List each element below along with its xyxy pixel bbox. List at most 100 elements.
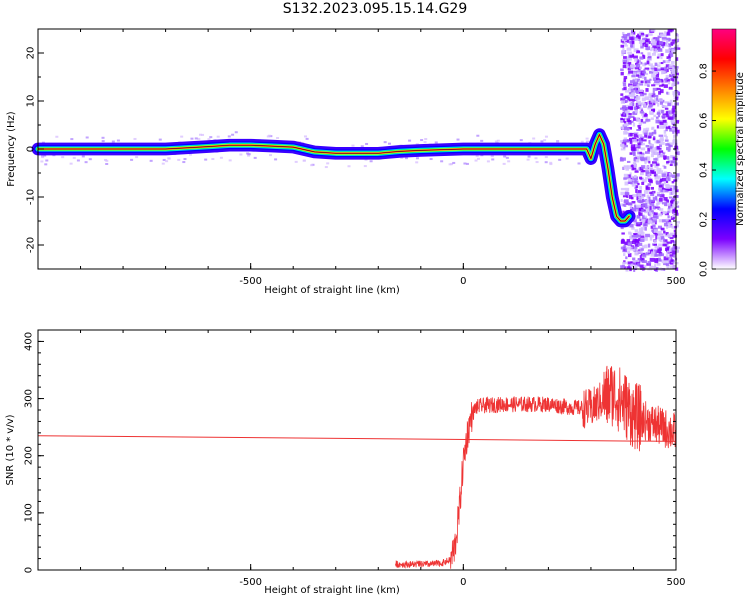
noise-speck	[631, 74, 636, 78]
noise-speck	[633, 133, 638, 138]
noise-speck	[652, 197, 658, 201]
noise-speck	[637, 38, 641, 41]
noise-speck	[644, 72, 649, 76]
noise-speck	[647, 84, 650, 87]
noise-speck	[653, 212, 658, 215]
noise-speck	[631, 240, 637, 245]
noise-speck	[663, 84, 668, 88]
noise-speck	[629, 36, 634, 41]
noise-speck	[654, 245, 659, 249]
noise-speck	[648, 92, 653, 96]
noise-speck	[647, 250, 651, 253]
noise-speck	[630, 92, 636, 96]
noise-speck	[670, 41, 675, 45]
noise-speck	[639, 255, 642, 259]
noise-speck	[672, 81, 678, 86]
noise-speck	[636, 129, 641, 132]
noise-speck	[644, 199, 649, 203]
noise-speck	[661, 37, 667, 40]
noise-speck	[620, 100, 626, 104]
noise-speck	[665, 263, 670, 267]
noise-speck	[496, 139, 500, 142]
noise-speck	[667, 251, 673, 254]
noise-speck	[408, 139, 412, 142]
noise-speck	[647, 101, 650, 105]
noise-speck	[670, 239, 674, 243]
noise-speck	[667, 222, 672, 225]
noise-speck	[642, 260, 647, 263]
noise-speck	[661, 79, 664, 83]
noise-speck	[622, 47, 625, 52]
noise-speck	[654, 173, 658, 178]
noise-speck	[149, 159, 153, 162]
noise-speck	[627, 181, 632, 184]
noise-speck	[650, 48, 653, 52]
noise-speck	[637, 145, 641, 148]
noise-speck	[649, 97, 653, 101]
noise-speck	[645, 118, 651, 122]
noise-speck	[669, 142, 675, 145]
noise-speck	[360, 145, 364, 148]
noise-speck	[628, 113, 632, 116]
noise-speck	[647, 156, 651, 161]
noise-speck	[665, 232, 669, 236]
noise-speck	[631, 183, 637, 187]
noise-speck	[636, 100, 639, 104]
noise-speck	[638, 100, 642, 105]
noise-speck	[227, 135, 231, 138]
noise-speck	[668, 48, 672, 52]
noise-speck	[201, 133, 205, 136]
noise-speck	[675, 151, 680, 156]
noise-speck	[658, 237, 662, 242]
noise-speck	[674, 102, 679, 106]
noise-speck	[55, 135, 59, 138]
noise-speck	[668, 260, 672, 264]
noise-speck	[675, 47, 681, 50]
noise-speck	[647, 147, 651, 152]
noise-speck	[648, 100, 653, 105]
noise-speck	[649, 110, 654, 115]
noise-speck	[622, 139, 628, 143]
noise-speck	[642, 169, 646, 173]
noise-speck	[627, 32, 630, 36]
noise-speck	[668, 43, 672, 47]
noise-speck	[662, 210, 667, 215]
noise-speck	[672, 93, 678, 97]
noise-speck	[657, 202, 660, 205]
noise-speck	[656, 87, 661, 91]
noise-speck	[620, 246, 626, 250]
noise-speck	[661, 115, 667, 118]
noise-speck	[633, 55, 638, 59]
noise-speck	[640, 226, 645, 230]
noise-speck	[621, 50, 626, 54]
noise-speck	[188, 153, 192, 156]
noise-speck	[640, 152, 645, 156]
noise-speck	[81, 155, 85, 158]
noise-speck	[652, 82, 656, 85]
noise-speck	[657, 225, 663, 229]
noise-speck	[631, 235, 637, 238]
noise-speck	[663, 134, 667, 137]
noise-speck	[672, 140, 675, 144]
noise-speck	[647, 80, 651, 84]
noise-speck	[659, 194, 665, 198]
noise-speck	[659, 236, 665, 239]
noise-speck	[667, 149, 671, 152]
noise-speck	[626, 64, 629, 67]
noise-speck	[415, 161, 419, 164]
noise-speck	[657, 114, 661, 118]
noise-speck	[643, 264, 647, 269]
noise-speck	[656, 202, 659, 207]
noise-speck	[675, 205, 680, 208]
noise-speck	[526, 158, 530, 161]
noise-speck	[668, 64, 674, 68]
noise-speck	[645, 252, 650, 256]
noise-speck	[622, 82, 627, 87]
noise-speck	[623, 86, 627, 91]
noise-speck	[653, 129, 657, 134]
noise-speck	[674, 232, 677, 236]
noise-speck	[671, 120, 675, 124]
noise-speck	[544, 135, 548, 138]
noise-speck	[671, 108, 675, 112]
noise-speck	[660, 33, 665, 37]
